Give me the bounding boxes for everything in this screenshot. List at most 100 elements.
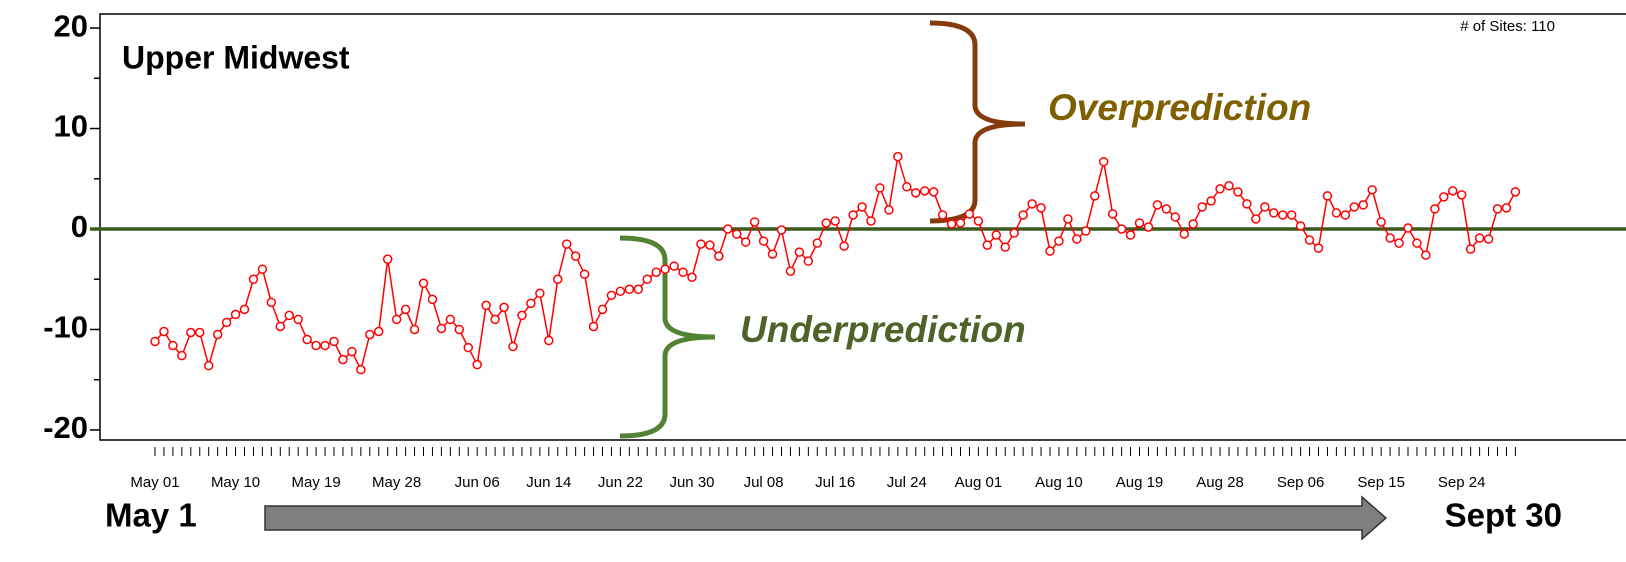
point <box>714 251 724 261</box>
point <box>499 302 509 313</box>
point <box>1098 156 1109 167</box>
point <box>1304 235 1315 245</box>
point <box>1358 200 1368 210</box>
point <box>257 264 268 274</box>
point <box>481 300 491 311</box>
point <box>1510 187 1521 197</box>
point <box>1197 202 1207 212</box>
point <box>928 187 939 197</box>
point <box>1501 203 1512 213</box>
timeline-arrow <box>264 495 1388 541</box>
plot-frame <box>99 13 1626 441</box>
point <box>732 229 742 239</box>
point <box>749 217 760 227</box>
point <box>275 321 286 332</box>
point <box>1439 192 1449 202</box>
point <box>365 329 375 340</box>
point <box>955 218 966 228</box>
x-tick-label: Aug 28 <box>1196 474 1244 491</box>
point <box>1054 236 1064 246</box>
point <box>696 239 706 249</box>
point <box>1107 209 1118 219</box>
point <box>284 310 294 321</box>
under-label: Underprediction <box>740 309 1026 350</box>
point <box>561 239 572 249</box>
point <box>347 346 357 357</box>
sites-note: # of Sites: 110 <box>1460 18 1555 35</box>
point <box>1448 186 1458 196</box>
end-label: Sept 30 <box>1445 497 1562 534</box>
point <box>1331 208 1342 218</box>
point <box>588 321 599 332</box>
point <box>177 350 187 361</box>
point <box>1143 222 1154 232</box>
point <box>490 314 500 325</box>
point <box>1125 230 1136 240</box>
point <box>338 354 348 365</box>
x-tick-label: May 19 <box>291 474 340 491</box>
point <box>1045 246 1055 256</box>
point <box>1483 234 1494 244</box>
point <box>382 254 393 264</box>
point <box>472 359 482 370</box>
point <box>1072 234 1082 244</box>
x-tick-label: Jun 22 <box>598 474 643 491</box>
point <box>857 202 867 212</box>
point <box>1403 223 1413 233</box>
point <box>660 264 670 274</box>
point <box>669 261 679 271</box>
point <box>821 218 831 228</box>
point <box>463 342 473 353</box>
point <box>544 335 554 346</box>
point <box>409 324 420 335</box>
point <box>418 278 429 289</box>
point <box>937 210 948 220</box>
point <box>723 224 733 234</box>
point <box>445 314 456 325</box>
point <box>866 216 876 226</box>
x-tick-label: Aug 19 <box>1116 474 1164 491</box>
point <box>248 274 259 284</box>
point <box>624 284 635 295</box>
point <box>1116 224 1127 234</box>
point <box>1081 226 1091 236</box>
point <box>1412 238 1422 248</box>
x-tick-label: Sep 24 <box>1438 474 1486 491</box>
point <box>1161 204 1172 214</box>
point <box>302 334 312 345</box>
point <box>168 340 178 351</box>
point <box>1430 204 1440 214</box>
x-tick-label: Jun 06 <box>455 474 500 491</box>
point <box>902 182 912 192</box>
x-tick-label: Aug 10 <box>1035 474 1083 491</box>
point <box>356 364 366 375</box>
under-brace <box>619 235 716 439</box>
point <box>1465 244 1476 254</box>
point <box>1349 202 1360 212</box>
point <box>230 309 241 320</box>
point <box>794 247 805 257</box>
point <box>884 205 894 215</box>
point <box>311 340 321 351</box>
point <box>195 327 205 338</box>
point <box>776 225 787 235</box>
point <box>553 274 563 284</box>
point <box>1134 218 1145 228</box>
point <box>687 272 697 282</box>
x-tick-label: May 01 <box>130 474 179 491</box>
point <box>615 286 626 297</box>
point <box>320 340 330 351</box>
point <box>1242 199 1252 209</box>
x-tick-label: Sep 06 <box>1277 474 1325 491</box>
over-label: Overprediction <box>1048 87 1311 128</box>
point <box>973 216 984 226</box>
point <box>839 241 849 251</box>
point <box>919 186 930 196</box>
point <box>1000 242 1010 252</box>
point <box>526 298 536 309</box>
point <box>1322 191 1333 201</box>
point <box>1090 191 1100 201</box>
point <box>1009 228 1019 238</box>
point <box>1313 243 1324 253</box>
